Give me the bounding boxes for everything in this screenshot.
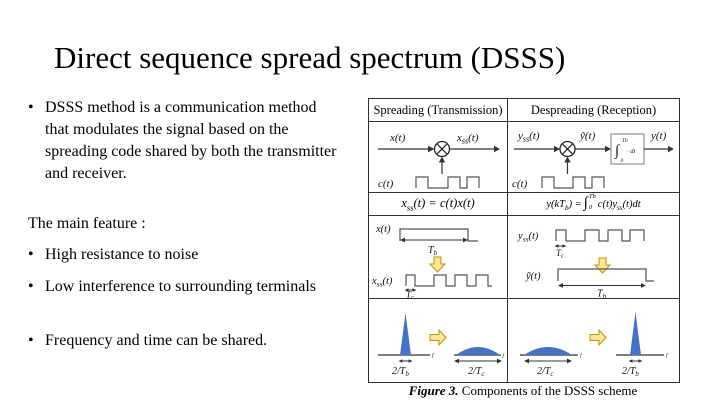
spread-signal-waveform (404, 274, 492, 287)
right-arrow-icon (429, 328, 447, 346)
spreading-block-diagram-cell: x(t) xss(t) c(t) (369, 122, 508, 193)
received-spread-waveform (554, 229, 645, 242)
narrowband-spectrum-shape (629, 311, 641, 355)
spreading-block-diagram: x(t) xss(t) c(t) (377, 132, 500, 190)
bullet-marker: • (28, 278, 34, 295)
integrator-box (609, 133, 645, 165)
wideband-spectrum-shape (523, 346, 572, 355)
despread-pulse-waveform (556, 268, 654, 282)
bullet-marker: • (28, 246, 34, 263)
axis-label: f (580, 352, 583, 359)
bullet-item-interference: • Low interference to surrounding termin… (28, 276, 346, 298)
axis-label: f (432, 352, 435, 359)
page-title: Direct sequence spread spectrum (DSSS) (54, 40, 566, 75)
spreading-code-waveform (540, 176, 605, 189)
spreading-formula: xss(t) = c(t)x(t) (369, 193, 508, 216)
c-t-label: c(t) (378, 178, 394, 190)
spreading-spectrum: f 2/Tb f 2/Tc (377, 312, 505, 378)
two-over-tb-label: 2/Tb (392, 366, 409, 378)
spreading-waveforms: x(t) Tb xss(t) Tc (371, 224, 492, 299)
bullet-item-sharing: • Frequency and time can be shared. (28, 330, 346, 352)
arrowhead-icon (427, 145, 434, 153)
integral-icon: ∫ Tb 0 (583, 193, 596, 212)
yss-t-label: yss(t) (517, 231, 539, 244)
x-t-label: x(t) (389, 132, 406, 144)
down-arrow-icon (593, 257, 611, 274)
despreading-spectrum-cell: f 2/Tc f 2/Tb (508, 299, 679, 382)
axis-label: f (502, 352, 505, 359)
despreading-formula: y(kTb) = ∫ Tb 0 c(t)yss(t)dt (508, 193, 679, 216)
integral-dt-label: · dt (627, 148, 636, 155)
integral-lower-limit: 0 (620, 158, 623, 164)
two-over-tc-label: 2/Tc (537, 366, 554, 378)
tb-label: Tb (597, 289, 607, 299)
despreading-block-diagram: yss(t) ỹ(t) y(t) ∫ Tb 0 · dt c(t) (512, 130, 674, 190)
dsss-figure-table: Spreading (Transmission) Despreading (Re… (368, 98, 680, 383)
spreading-waveforms-cell: x(t) Tb xss(t) Tc (369, 216, 508, 299)
xss-t-label: xss(t) (456, 132, 479, 146)
main-feature-heading: The main feature : (28, 215, 146, 232)
arrowhead-up-icon (563, 156, 571, 163)
right-arrow-icon (589, 328, 607, 346)
wideband-spectrum-shape (455, 346, 500, 355)
bullet-text: High resistance to noise (45, 246, 199, 263)
arrowhead-icon (604, 145, 611, 153)
y-t-label: y(t) (650, 130, 667, 142)
bullet-text: DSSS method is a communication method th… (45, 99, 337, 182)
narrowband-spectrum-shape (399, 312, 411, 355)
two-over-tc-label: 2/Tc (468, 366, 485, 378)
despreading-waveforms: yss(t) Tc ỹ(t) Tb (517, 229, 654, 299)
bullet-text: Low interference to surrounding terminal… (45, 278, 317, 295)
down-arrow-icon (428, 256, 446, 273)
arrowhead-up-icon (438, 156, 445, 163)
bullet-text: Frequency and time can be shared. (45, 332, 268, 349)
tc-label: Tc (406, 290, 414, 299)
two-over-tb-label: 2/Tb (622, 366, 639, 378)
figure-caption-label: Figure 3. (408, 383, 459, 398)
data-pulse-waveform (398, 228, 478, 242)
column-header-despreading: Despreading (Reception) (508, 99, 679, 122)
column-header-spreading: Spreading (Transmission) (369, 99, 508, 122)
xss-t-label: xss(t) (371, 276, 393, 289)
despreading-spectrum: f 2/Tc f 2/Tb (519, 311, 669, 378)
x-t-label: x(t) (375, 224, 391, 235)
bullet-marker: • (28, 99, 34, 116)
yss-t-label: yss(t) (517, 130, 540, 144)
bullet-marker: • (28, 332, 34, 349)
ytilde-t-label: ỹ(t) (525, 271, 541, 282)
c-t-label: c(t) (512, 178, 528, 190)
despreading-block-diagram-cell: yss(t) ỹ(t) y(t) ∫ Tb 0 · dt c(t) (508, 122, 679, 193)
figure-caption: Figure 3. Components of the DSSS scheme (368, 383, 678, 399)
ytilde-t-label: ỹ(t) (579, 130, 596, 142)
bullet-item-dsss-method: • DSSS method is a communication method … (28, 97, 346, 185)
arrowhead-icon (667, 145, 674, 153)
tc-label: Tc (556, 248, 564, 260)
spreading-spectrum-cell: f 2/Tb f 2/Tc (369, 299, 508, 382)
despreading-waveforms-cell: yss(t) Tc ỹ(t) Tb (508, 216, 679, 299)
arrowhead-icon (553, 145, 560, 153)
figure-caption-text: Components of the DSSS scheme (458, 383, 638, 398)
bullet-item-noise: • High resistance to noise (28, 244, 346, 266)
spreading-code-waveform (414, 176, 480, 189)
integral-sign: ∫ (614, 143, 621, 159)
axis-label: f (666, 352, 669, 359)
arrowhead-icon (493, 145, 500, 153)
tb-label: Tb (428, 245, 438, 257)
integral-upper-limit: Tb (622, 138, 628, 144)
